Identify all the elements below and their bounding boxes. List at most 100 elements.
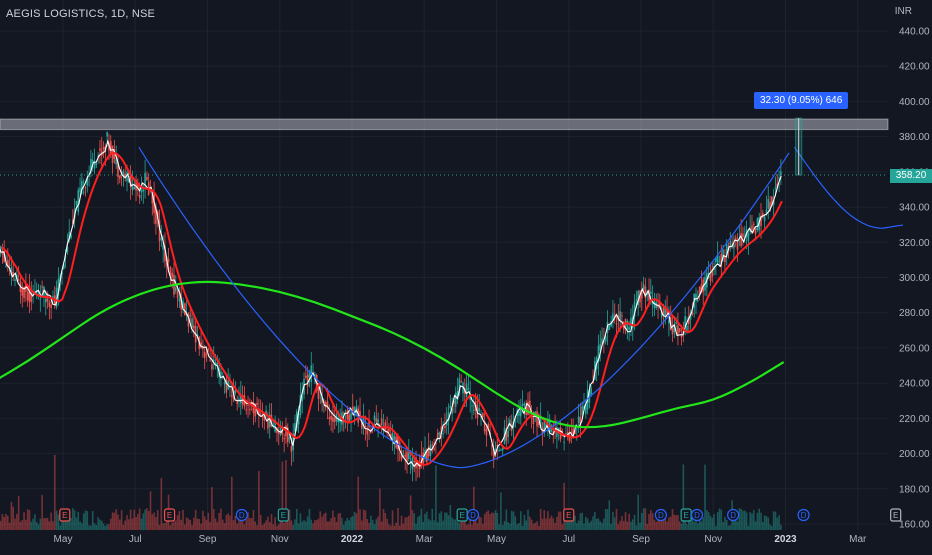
candle-body bbox=[519, 407, 522, 417]
volume-bar bbox=[386, 518, 388, 530]
volume-bar bbox=[155, 516, 157, 530]
candle-body bbox=[245, 409, 248, 411]
volume-bar bbox=[426, 511, 428, 530]
candle-body bbox=[433, 448, 435, 450]
volume-bar bbox=[501, 524, 504, 530]
volume-bar bbox=[17, 496, 20, 530]
volume-bar bbox=[151, 514, 154, 530]
volume-bar bbox=[169, 525, 172, 530]
volume-bar bbox=[505, 509, 508, 530]
volume-bar bbox=[702, 517, 705, 530]
volume-bar bbox=[335, 521, 338, 530]
volume-bar bbox=[496, 512, 499, 530]
volume-bar bbox=[615, 508, 618, 530]
volume-bar bbox=[469, 520, 472, 530]
volume-bar bbox=[305, 521, 307, 530]
x-axis-label: Nov bbox=[271, 534, 289, 545]
volume-bar bbox=[675, 515, 677, 530]
candle-body bbox=[102, 147, 105, 150]
candle-body bbox=[624, 318, 627, 326]
volume-bar bbox=[341, 517, 343, 530]
volume-bar bbox=[158, 525, 161, 530]
volume-bar bbox=[279, 520, 282, 530]
event-marker-label: D bbox=[658, 511, 664, 520]
volume-bar bbox=[563, 482, 565, 530]
volume-bar bbox=[462, 519, 464, 530]
volume-bar bbox=[707, 512, 710, 530]
volume-bar bbox=[689, 519, 692, 530]
candle-body bbox=[436, 432, 439, 440]
ema-fast-line bbox=[0, 139, 782, 468]
candle-body bbox=[671, 328, 674, 335]
volume-bar bbox=[460, 521, 462, 530]
volume-bar bbox=[476, 523, 479, 530]
volume-bar bbox=[232, 519, 235, 530]
candle-body bbox=[3, 252, 5, 263]
candle-body bbox=[662, 307, 665, 315]
volume-bar bbox=[635, 525, 638, 530]
candle-body bbox=[106, 132, 108, 137]
event-marker-label: D bbox=[694, 511, 700, 520]
candle-body bbox=[471, 405, 473, 407]
candle-body bbox=[677, 325, 679, 336]
volume-bar bbox=[424, 513, 426, 530]
measure-tag: 32.30 (9.05%) 646 bbox=[754, 92, 849, 109]
volume-bar bbox=[435, 465, 437, 530]
candle-body bbox=[236, 400, 238, 404]
event-marker-label: E bbox=[893, 511, 898, 520]
earnings-marker bbox=[277, 508, 289, 522]
volume-bar bbox=[346, 517, 349, 530]
volume-bar bbox=[489, 514, 491, 530]
candle-body bbox=[128, 179, 130, 183]
volume-bar bbox=[391, 510, 394, 530]
event-marker-label: E bbox=[62, 511, 67, 520]
candle-body bbox=[182, 300, 184, 308]
volume-bar bbox=[682, 464, 685, 530]
volume-bar bbox=[467, 524, 470, 530]
volume-bar bbox=[417, 516, 419, 530]
volume-bar bbox=[411, 510, 414, 530]
candle-body bbox=[691, 312, 694, 315]
candle-body bbox=[601, 338, 603, 344]
volume-bar bbox=[216, 522, 219, 530]
candle-body bbox=[187, 313, 190, 327]
volume-bar bbox=[138, 508, 141, 530]
candle-body bbox=[305, 375, 307, 378]
sma-long-line bbox=[0, 280, 785, 429]
dividend-marker bbox=[727, 508, 740, 522]
y-axis-label: 320.00 bbox=[899, 238, 930, 249]
candle-body bbox=[574, 429, 576, 434]
candle-body bbox=[64, 256, 67, 258]
candle-body bbox=[722, 249, 724, 259]
candle-body bbox=[57, 278, 60, 296]
volume-bar bbox=[736, 521, 739, 530]
volume-bar bbox=[164, 522, 166, 530]
candle-body bbox=[137, 182, 139, 189]
symbol-title[interactable]: AEGIS LOGISTICS, 1D, NSE bbox=[6, 8, 156, 20]
candle-body bbox=[440, 426, 443, 434]
volume-bar bbox=[380, 521, 383, 530]
volume-bar bbox=[55, 510, 58, 530]
y-axis-label: 180.00 bbox=[899, 484, 930, 495]
volume-bar bbox=[326, 521, 329, 530]
candle-body bbox=[747, 232, 750, 242]
candle-body bbox=[169, 267, 172, 276]
x-axis-label: May bbox=[487, 534, 506, 545]
volume-bar bbox=[557, 511, 560, 530]
volume-bar bbox=[572, 519, 574, 530]
candle-body bbox=[55, 287, 58, 307]
volume-bar bbox=[129, 509, 132, 530]
candle-body bbox=[686, 325, 688, 332]
volume-bar bbox=[106, 524, 108, 530]
candle-body bbox=[547, 420, 549, 424]
candle-body bbox=[444, 425, 446, 429]
candle-body bbox=[30, 293, 33, 302]
volume-bar bbox=[393, 525, 396, 530]
candle-body bbox=[541, 428, 544, 434]
y-axis-label: 400.00 bbox=[899, 97, 930, 108]
candle-body bbox=[668, 320, 670, 324]
volume-bar bbox=[754, 521, 757, 530]
volume-bar bbox=[487, 510, 490, 530]
